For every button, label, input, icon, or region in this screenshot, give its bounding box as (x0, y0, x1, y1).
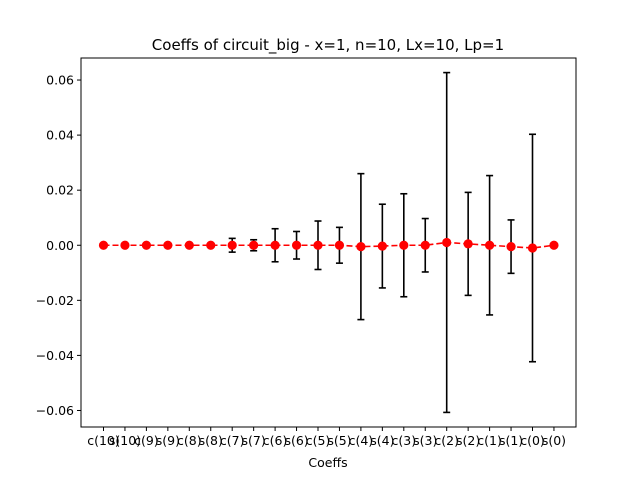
x-tick-label: s(8) (199, 433, 223, 448)
x-tick-label: s(9) (156, 433, 180, 448)
data-point (184, 240, 194, 250)
y-tick-label: 0.04 (46, 128, 74, 143)
data-point (549, 240, 559, 250)
x-tick-label: s(6) (284, 433, 308, 448)
data-point (485, 240, 495, 250)
x-tick-label: s(4) (370, 433, 394, 448)
data-point (399, 240, 409, 250)
y-tick-label: −0.04 (36, 348, 74, 363)
y-tick-label: 0.00 (46, 238, 74, 253)
data-point (98, 240, 109, 250)
x-tick-label: c(7) (220, 433, 245, 448)
x-tick-label: c(9) (134, 433, 159, 448)
data-point (334, 240, 345, 250)
x-tick-label: c(4) (349, 433, 374, 448)
plot-area: −0.06 −0.04 −0.02 0.00 0.02 0.04 0.06 c(10)s(10… (36, 71, 566, 448)
series-line (103, 241, 555, 249)
data-point (227, 240, 237, 250)
x-tick-label: s(1) (499, 433, 523, 448)
data-point (420, 240, 430, 250)
x-tick-label: c(5) (306, 433, 331, 448)
chart-title: Coeffs of circuit_big - x=1, n=10, Lx=10… (152, 36, 504, 55)
data-point (463, 239, 473, 249)
x-axis-label: Coeffs (308, 455, 347, 470)
data-point (506, 242, 516, 252)
x-tick-label: c(1) (477, 433, 502, 448)
x-tick-label: s(7) (242, 433, 266, 448)
data-point (442, 237, 452, 248)
data-point (249, 240, 259, 250)
axes-frame (80, 57, 577, 428)
data-point (527, 243, 538, 253)
x-tick-label: c(6) (263, 433, 288, 448)
x-tick-label: c(3) (392, 433, 417, 448)
data-point (291, 240, 302, 250)
x-tick-label: s(10) (109, 433, 141, 448)
x-tick-label: s(2) (456, 433, 480, 448)
data-point (270, 240, 280, 250)
x-tick-label: c(10) (87, 433, 120, 448)
data-point (163, 240, 173, 250)
x-tick-label: s(5) (327, 433, 351, 448)
y-tick-label: 0.06 (46, 73, 74, 88)
x-tick-label: c(2) (434, 433, 459, 448)
data-point (141, 240, 151, 250)
data-point (120, 240, 130, 250)
data-point (206, 240, 216, 250)
y-tick-label: 0.02 (46, 183, 74, 198)
data-point (313, 240, 323, 250)
data-point (356, 242, 366, 252)
y-tick-label: −0.02 (36, 293, 74, 308)
x-tick-label: s(3) (413, 433, 437, 448)
y-tick-label: −0.06 (36, 403, 74, 418)
x-tick-label: c(0) (520, 433, 545, 448)
x-tick-label: c(8) (177, 433, 202, 448)
x-tick-label: s(0) (542, 433, 566, 448)
data-point (377, 241, 387, 251)
